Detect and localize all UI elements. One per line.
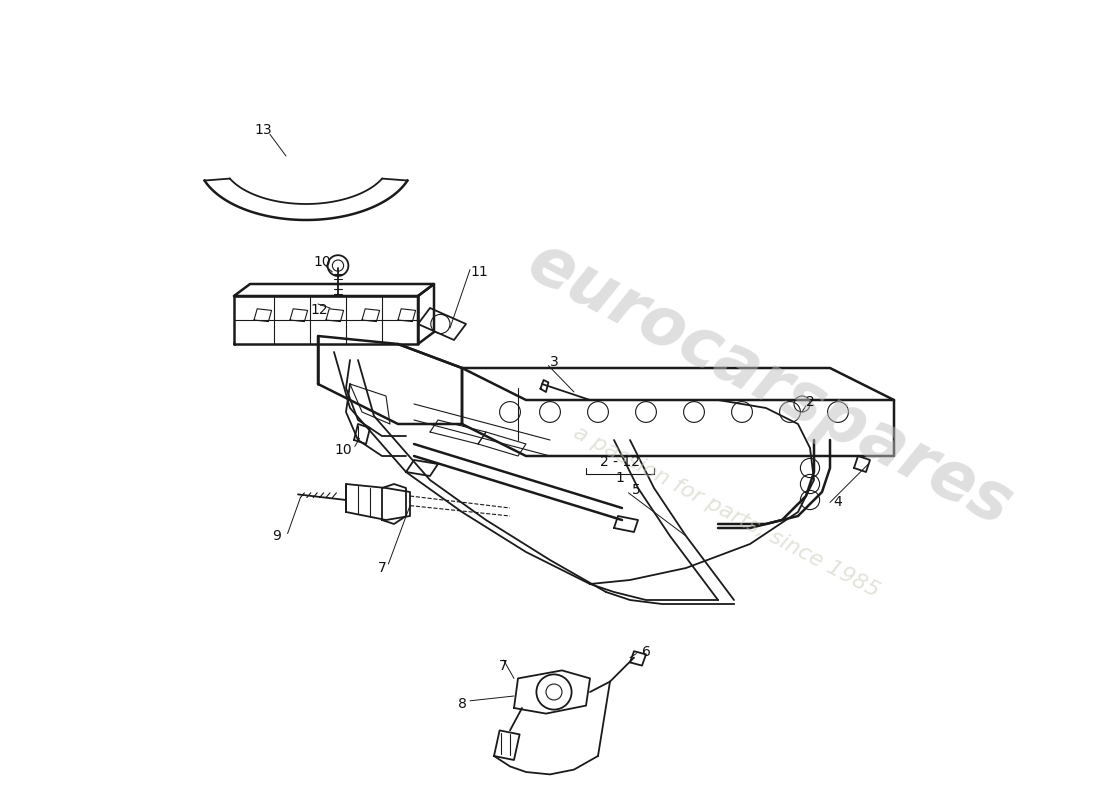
Text: 6: 6 — [641, 645, 650, 659]
Text: 12: 12 — [311, 303, 329, 318]
Text: 2: 2 — [805, 395, 814, 410]
Text: a passion for parts, since 1985: a passion for parts, since 1985 — [570, 422, 882, 602]
Text: 3: 3 — [550, 354, 559, 369]
Text: 10: 10 — [334, 442, 352, 457]
Text: 8: 8 — [458, 697, 466, 711]
Text: 9: 9 — [272, 529, 280, 543]
Text: eurocarspares: eurocarspares — [517, 228, 1023, 540]
Text: 11: 11 — [471, 265, 488, 279]
Text: 4: 4 — [834, 495, 843, 510]
Text: 13: 13 — [255, 122, 273, 137]
Text: 1: 1 — [615, 471, 624, 486]
Text: 7: 7 — [499, 658, 508, 673]
Text: 2 - 12: 2 - 12 — [600, 455, 639, 470]
Text: 5: 5 — [632, 482, 641, 497]
Text: 7: 7 — [377, 561, 386, 575]
Text: 10: 10 — [314, 255, 331, 270]
